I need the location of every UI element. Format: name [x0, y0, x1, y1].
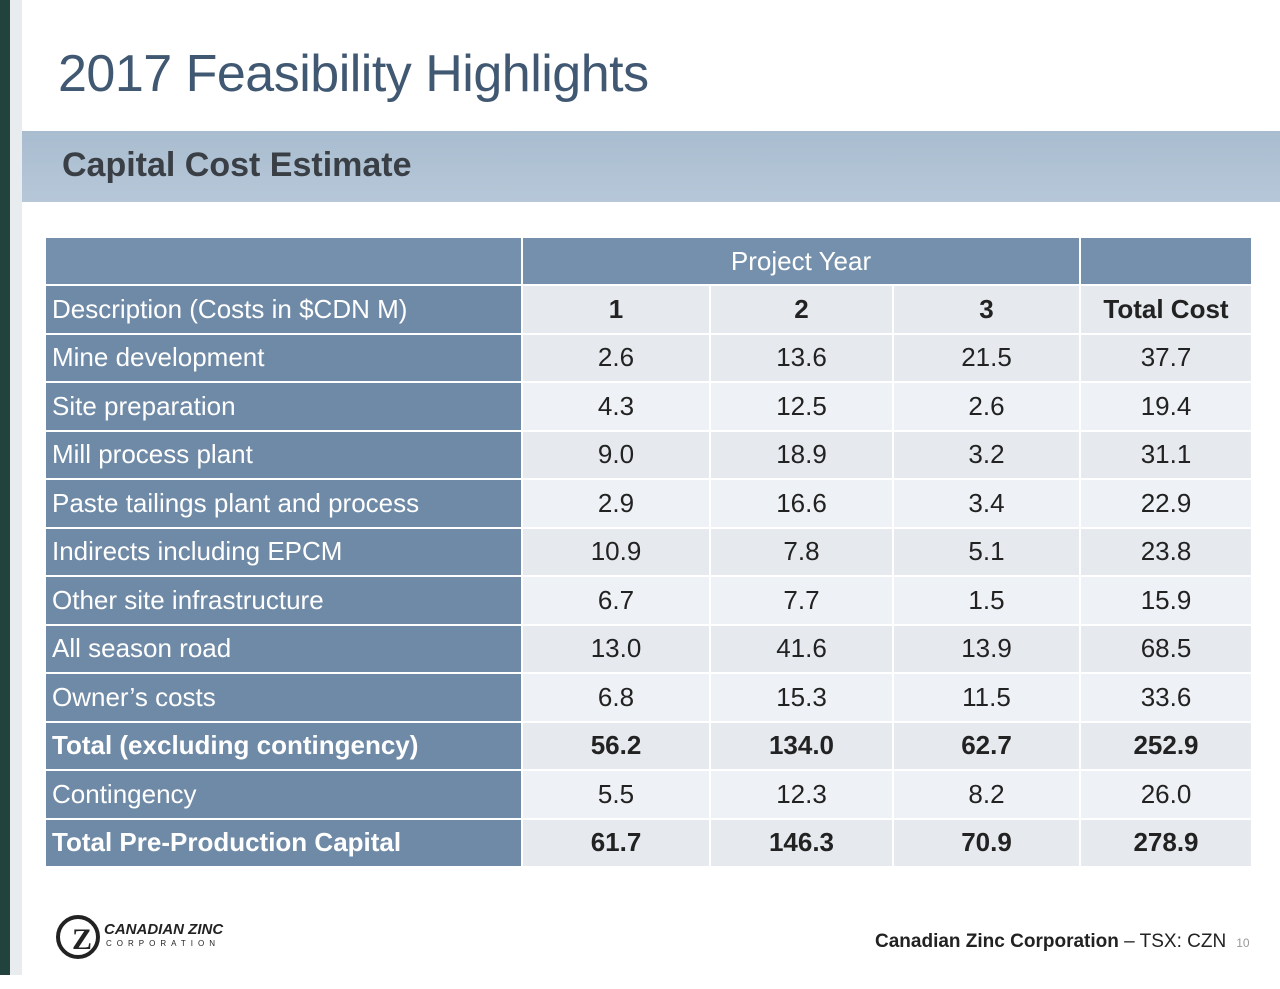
year-1-value: 6.7	[521, 575, 711, 626]
year-1-header: 1	[521, 284, 711, 335]
capital-cost-table: Project Year Description (Costs in $CDN …	[44, 236, 1253, 868]
header-blank-cell	[1079, 236, 1253, 286]
page-number: 10	[1236, 936, 1250, 950]
year-1-value: 9.0	[521, 429, 711, 480]
year-1-value: 13.0	[521, 623, 711, 674]
table-row: Indirects including EPCM 10.9 7.8 5.1 23.8	[44, 526, 1253, 577]
logo-name: CANADIAN ZINC	[104, 921, 224, 938]
year-2-value: 7.8	[709, 526, 894, 577]
row-label: Total (excluding contingency)	[44, 720, 523, 771]
year-2-value: 134.0	[709, 720, 894, 771]
year-3-header: 3	[892, 284, 1081, 335]
year-3-value: 11.5	[892, 672, 1081, 723]
left-accent-bar	[0, 0, 10, 975]
description-header: Description (Costs in $CDN M)	[44, 284, 523, 335]
table-row: Total (excluding contingency) 56.2 134.0 62…	[44, 720, 1253, 771]
table-row: Mine development 2.6 13.6 21.5 37.7	[44, 332, 1253, 383]
year-3-value: 70.9	[892, 817, 1081, 868]
total-cost-value: 15.9	[1079, 575, 1253, 626]
table-row: All season road 13.0 41.6 13.9 68.5	[44, 623, 1253, 674]
row-label: Indirects including EPCM	[44, 526, 523, 577]
year-2-value: 12.3	[709, 769, 894, 820]
year-3-value: 1.5	[892, 575, 1081, 626]
year-1-value: 4.3	[521, 381, 711, 432]
year-1-value: 61.7	[521, 817, 711, 868]
year-2-value: 15.3	[709, 672, 894, 723]
year-2-value: 146.3	[709, 817, 894, 868]
table-row: Paste tailings plant and process 2.9 16.6 3…	[44, 478, 1253, 529]
canadian-zinc-logo: Z CANADIAN ZINC CORPORATION	[54, 913, 244, 961]
row-label: Mine development	[44, 332, 523, 383]
row-label: Other site infrastructure	[44, 575, 523, 626]
year-1-value: 56.2	[521, 720, 711, 771]
year-2-value: 7.7	[709, 575, 894, 626]
footer-ticker: – TSX: CZN	[1118, 931, 1227, 952]
total-cost-value: 22.9	[1079, 478, 1253, 529]
table-row: Other site infrastructure 6.7 7.7 1.5 15.9	[44, 575, 1253, 626]
total-cost-value: 278.9	[1079, 817, 1253, 868]
table-row: Mill process plant 9.0 18.9 3.2 31.1	[44, 429, 1253, 480]
slide-title: 2017 Feasibility Highlights	[58, 45, 649, 103]
total-cost-value: 33.6	[1079, 672, 1253, 723]
total-cost-value: 19.4	[1079, 381, 1253, 432]
logo-circle-icon: Z	[56, 915, 100, 959]
total-cost-value: 68.5	[1079, 623, 1253, 674]
logo-sub: CORPORATION	[106, 939, 220, 948]
year-3-value: 5.1	[892, 526, 1081, 577]
row-label: Contingency	[44, 769, 523, 820]
year-2-value: 41.6	[709, 623, 894, 674]
cost-table: Project Year Description (Costs in $CDN …	[44, 236, 1253, 868]
year-1-value: 10.9	[521, 526, 711, 577]
table-row: Owner’s costs 6.8 15.3 11.5 33.6	[44, 672, 1253, 723]
subtitle-band: Capital Cost Estimate	[22, 131, 1280, 202]
footer: Canadian Zinc Corporation – TSX: CZN 10	[875, 931, 1250, 953]
row-label: Total Pre-Production Capital	[44, 817, 523, 868]
total-cost-value: 31.1	[1079, 429, 1253, 480]
year-2-value: 18.9	[709, 429, 894, 480]
year-3-value: 3.2	[892, 429, 1081, 480]
year-3-value: 21.5	[892, 332, 1081, 383]
header-blank-cell	[44, 236, 523, 286]
year-2-value: 13.6	[709, 332, 894, 383]
row-label: All season road	[44, 623, 523, 674]
year-2-value: 12.5	[709, 381, 894, 432]
year-2-header: 2	[709, 284, 894, 335]
year-1-value: 5.5	[521, 769, 711, 820]
total-cost-value: 37.7	[1079, 332, 1253, 383]
year-1-value: 6.8	[521, 672, 711, 723]
total-cost-header: Total Cost	[1079, 284, 1253, 335]
row-label: Mill process plant	[44, 429, 523, 480]
table-header-group-row: Project Year	[44, 236, 1253, 286]
year-2-value: 16.6	[709, 478, 894, 529]
total-cost-value: 23.8	[1079, 526, 1253, 577]
table-row: Contingency 5.5 12.3 8.2 26.0	[44, 769, 1253, 820]
footer-company: Canadian Zinc Corporation	[875, 931, 1119, 952]
slide-subtitle: Capital Cost Estimate	[62, 146, 412, 184]
project-year-header: Project Year	[521, 236, 1081, 286]
year-1-value: 2.6	[521, 332, 711, 383]
year-3-value: 2.6	[892, 381, 1081, 432]
total-cost-value: 252.9	[1079, 720, 1253, 771]
year-3-value: 8.2	[892, 769, 1081, 820]
table-row: Site preparation 4.3 12.5 2.6 19.4	[44, 381, 1253, 432]
left-accent-strip	[10, 0, 22, 975]
table-column-header-row: Description (Costs in $CDN M) 1 2 3 Tota…	[44, 284, 1253, 335]
year-3-value: 13.9	[892, 623, 1081, 674]
row-label: Site preparation	[44, 381, 523, 432]
year-1-value: 2.9	[521, 478, 711, 529]
total-cost-value: 26.0	[1079, 769, 1253, 820]
year-3-value: 62.7	[892, 720, 1081, 771]
table-row: Total Pre-Production Capital 61.7 146.3 70.…	[44, 817, 1253, 868]
row-label: Paste tailings plant and process	[44, 478, 523, 529]
year-3-value: 3.4	[892, 478, 1081, 529]
row-label: Owner’s costs	[44, 672, 523, 723]
